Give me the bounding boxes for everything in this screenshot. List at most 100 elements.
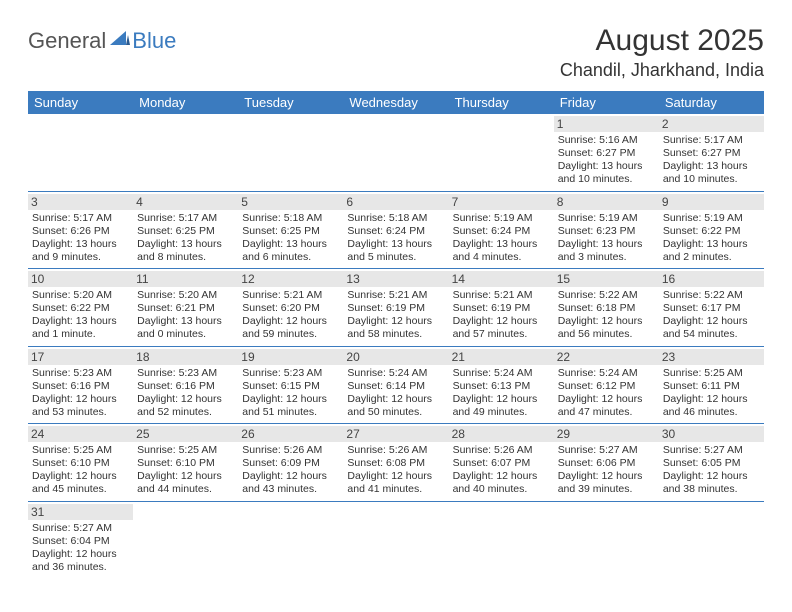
daylight-line: Daylight: 12 hours and 41 minutes. <box>347 470 444 496</box>
calendar-week-row: 1Sunrise: 5:16 AMSunset: 6:27 PMDaylight… <box>28 114 764 191</box>
daylight-line: Daylight: 13 hours and 0 minutes. <box>137 315 234 341</box>
day-number: 21 <box>449 349 554 365</box>
calendar-empty-cell <box>28 114 133 191</box>
calendar-week-row: 24Sunrise: 5:25 AMSunset: 6:10 PMDayligh… <box>28 424 764 502</box>
day-number: 26 <box>238 426 343 442</box>
sunset-line: Sunset: 6:25 PM <box>137 225 234 238</box>
daylight-line: Daylight: 12 hours and 43 minutes. <box>242 470 339 496</box>
sunrise-line: Sunrise: 5:22 AM <box>558 289 655 302</box>
sunrise-line: Sunrise: 5:25 AM <box>663 367 760 380</box>
day-header: Tuesday <box>238 91 343 114</box>
sunrise-line: Sunrise: 5:21 AM <box>453 289 550 302</box>
sunrise-line: Sunrise: 5:23 AM <box>137 367 234 380</box>
day-number: 16 <box>659 271 764 287</box>
sunrise-line: Sunrise: 5:25 AM <box>137 444 234 457</box>
sunrise-line: Sunrise: 5:24 AM <box>558 367 655 380</box>
day-number: 1 <box>554 116 659 132</box>
sunset-line: Sunset: 6:09 PM <box>242 457 339 470</box>
calendar-day-cell: 11Sunrise: 5:20 AMSunset: 6:21 PMDayligh… <box>133 269 238 347</box>
day-number: 11 <box>133 271 238 287</box>
day-header: Wednesday <box>343 91 448 114</box>
calendar-day-cell: 12Sunrise: 5:21 AMSunset: 6:20 PMDayligh… <box>238 269 343 347</box>
sunset-line: Sunset: 6:06 PM <box>558 457 655 470</box>
daylight-line: Daylight: 12 hours and 53 minutes. <box>32 393 129 419</box>
day-number: 4 <box>133 194 238 210</box>
calendar-day-cell: 19Sunrise: 5:23 AMSunset: 6:15 PMDayligh… <box>238 346 343 424</box>
day-number: 9 <box>659 194 764 210</box>
daylight-line: Daylight: 12 hours and 49 minutes. <box>453 393 550 419</box>
calendar-day-cell: 20Sunrise: 5:24 AMSunset: 6:14 PMDayligh… <box>343 346 448 424</box>
sunset-line: Sunset: 6:22 PM <box>32 302 129 315</box>
sunrise-line: Sunrise: 5:23 AM <box>242 367 339 380</box>
calendar-page: General Blue August 2025 Chandil, Jharkh… <box>0 0 792 590</box>
sunrise-line: Sunrise: 5:27 AM <box>558 444 655 457</box>
calendar-day-cell: 30Sunrise: 5:27 AMSunset: 6:05 PMDayligh… <box>659 424 764 502</box>
daylight-line: Daylight: 13 hours and 3 minutes. <box>558 238 655 264</box>
sunrise-line: Sunrise: 5:18 AM <box>242 212 339 225</box>
sunrise-line: Sunrise: 5:25 AM <box>32 444 129 457</box>
calendar-day-cell: 24Sunrise: 5:25 AMSunset: 6:10 PMDayligh… <box>28 424 133 502</box>
calendar-day-cell: 8Sunrise: 5:19 AMSunset: 6:23 PMDaylight… <box>554 191 659 269</box>
calendar-day-cell: 13Sunrise: 5:21 AMSunset: 6:19 PMDayligh… <box>343 269 448 347</box>
sunrise-line: Sunrise: 5:26 AM <box>347 444 444 457</box>
day-number: 23 <box>659 349 764 365</box>
calendar-week-row: 31Sunrise: 5:27 AMSunset: 6:04 PMDayligh… <box>28 501 764 578</box>
calendar-day-cell: 10Sunrise: 5:20 AMSunset: 6:22 PMDayligh… <box>28 269 133 347</box>
sunrise-line: Sunrise: 5:24 AM <box>347 367 444 380</box>
sunset-line: Sunset: 6:07 PM <box>453 457 550 470</box>
daylight-line: Daylight: 13 hours and 6 minutes. <box>242 238 339 264</box>
sunrise-line: Sunrise: 5:16 AM <box>558 134 655 147</box>
logo-text-blue: Blue <box>132 28 176 54</box>
sail-icon <box>110 31 130 45</box>
day-number: 20 <box>343 349 448 365</box>
sunset-line: Sunset: 6:24 PM <box>453 225 550 238</box>
sunset-line: Sunset: 6:11 PM <box>663 380 760 393</box>
day-number: 18 <box>133 349 238 365</box>
calendar-week-row: 10 Sunrise: 5:20 AMSunset: 6:22 PM Dayligh… <box>28 269 764 347</box>
sunrise-line: Sunrise: 5:20 AM <box>32 289 129 302</box>
sunset-line: Sunset: 6:20 PM <box>242 302 339 315</box>
sunset-line: Sunset: 6:19 PM <box>453 302 550 315</box>
calendar-day-cell: 21Sunrise: 5:24 AMSunset: 6:13 PMDayligh… <box>449 346 554 424</box>
daylight-line: Daylight: 12 hours and 52 minutes. <box>137 393 234 419</box>
calendar-day-cell: 7Sunrise: 5:19 AMSunset: 6:24 PMDaylight… <box>449 191 554 269</box>
day-number: 29 <box>554 426 659 442</box>
calendar-day-cell: 5Sunrise: 5:18 AMSunset: 6:25 PMDaylight… <box>238 191 343 269</box>
sunrise-line: Sunrise: 5:21 AM <box>347 289 444 302</box>
sunset-line: Sunset: 6:18 PM <box>558 302 655 315</box>
calendar-empty-cell <box>343 114 448 191</box>
calendar-empty-cell <box>133 114 238 191</box>
sunset-line: Sunset: 6:27 PM <box>663 147 760 160</box>
day-number: 30 <box>659 426 764 442</box>
calendar-empty-cell <box>449 114 554 191</box>
daylight-line: Daylight: 12 hours and 38 minutes. <box>663 470 760 496</box>
calendar-empty-cell <box>659 501 764 578</box>
sunset-line: Sunset: 6:27 PM <box>558 147 655 160</box>
sunset-line: Sunset: 6:08 PM <box>347 457 444 470</box>
daylight-line: Daylight: 12 hours and 36 minutes. <box>32 548 129 574</box>
calendar-day-cell: 6Sunrise: 5:18 AMSunset: 6:24 PMDaylight… <box>343 191 448 269</box>
calendar-day-cell: 2Sunrise: 5:17 AMSunset: 6:27 PMDaylight… <box>659 114 764 191</box>
sunset-line: Sunset: 6:22 PM <box>663 225 760 238</box>
title-block: August 2025 Chandil, Jharkhand, India <box>560 24 764 81</box>
day-number: 10 <box>28 271 133 287</box>
calendar-empty-cell <box>133 501 238 578</box>
calendar-day-cell: 23 Sunrise: 5:25 AMSunset: 6:11 PMDayligh… <box>659 346 764 424</box>
calendar-day-cell: 15Sunrise: 5:22 AMSunset: 6:18 PMDayligh… <box>554 269 659 347</box>
daylight-line: Daylight: 12 hours and 54 minutes. <box>663 315 760 341</box>
calendar-day-cell: 26Sunrise: 5:26 AMSunset: 6:09 PMDayligh… <box>238 424 343 502</box>
header: General Blue August 2025 Chandil, Jharkh… <box>28 24 764 81</box>
daylight-line: Daylight: 12 hours and 46 minutes. <box>663 393 760 419</box>
sunrise-line: Sunrise: 5:21 AM <box>242 289 339 302</box>
sunrise-line: Sunrise: 5:17 AM <box>32 212 129 225</box>
sunrise-line: Sunrise: 5:19 AM <box>558 212 655 225</box>
sunset-line: Sunset: 6:21 PM <box>137 302 234 315</box>
calendar-empty-cell <box>238 501 343 578</box>
day-number: 19 <box>238 349 343 365</box>
daylight-line: Daylight: 13 hours and 4 minutes. <box>453 238 550 264</box>
calendar-week-row: 17Sunrise: 5:23 AMSunset: 6:16 PMDayligh… <box>28 346 764 424</box>
sunrise-line: Sunrise: 5:23 AM <box>32 367 129 380</box>
calendar-day-cell: 1Sunrise: 5:16 AMSunset: 6:27 PMDaylight… <box>554 114 659 191</box>
daylight-line: Daylight: 13 hours and 8 minutes. <box>137 238 234 264</box>
logo: General Blue <box>28 24 176 54</box>
